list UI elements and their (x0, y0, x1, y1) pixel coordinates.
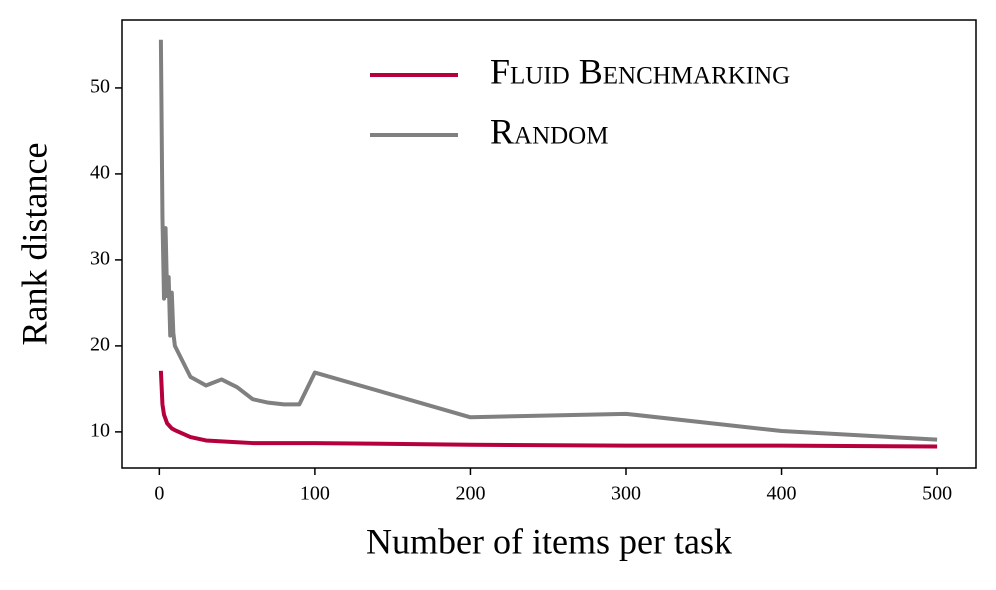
y-tick-label: 50 (90, 76, 110, 98)
plot-frame (121, 19, 977, 469)
x-tick-label: 0 (154, 483, 164, 505)
y-tick-label: 10 (90, 419, 110, 441)
x-axis-label: Number of items per task (366, 521, 732, 561)
line-series (158, 370, 938, 449)
x-tick-label: 400 (767, 483, 797, 505)
x-tick-label: 200 (455, 483, 485, 505)
legend-label: Fluid Benchmarking (490, 51, 790, 91)
line-series (158, 39, 938, 442)
legend-label: Random (490, 111, 608, 151)
y-tick-label: 30 (90, 248, 110, 270)
x-tick-label: 100 (300, 483, 330, 505)
y-tick-label: 20 (90, 333, 110, 355)
x-tick-label: 300 (611, 483, 641, 505)
x-tick-label: 500 (922, 483, 952, 505)
y-axis-label: Rank distance (14, 143, 54, 346)
y-tick-label: 40 (90, 162, 110, 184)
